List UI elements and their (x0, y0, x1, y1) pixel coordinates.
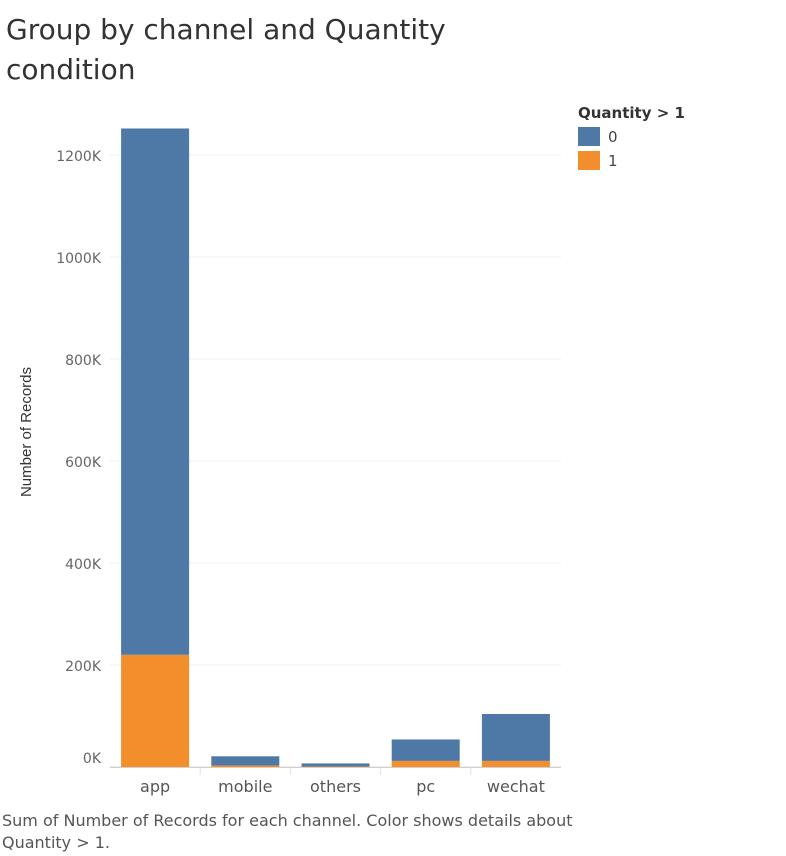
x-axis-categories: app mobile others pc wechat (140, 777, 545, 796)
x-category-label: others (310, 777, 361, 796)
chart-caption: Sum of Number of Records for each channe… (2, 811, 573, 852)
legend-label-1: 1 (608, 151, 618, 170)
legend-label-0: 0 (608, 127, 618, 146)
y-axis-title: Number of Records (18, 367, 35, 497)
y-tick-label: 0K (83, 751, 102, 767)
legend-item-0[interactable]: 0 (578, 127, 685, 146)
y-tick-label: 1000K (56, 251, 102, 267)
chart-title: Group by channel and Quantity condition (6, 13, 446, 86)
bar-others-series-0[interactable] (301, 763, 370, 767)
bar-pc-series-0[interactable] (391, 739, 460, 761)
y-tick-label: 200K (65, 659, 102, 675)
bar-wechat-series-0[interactable] (481, 713, 550, 761)
x-category-label: mobile (218, 777, 272, 796)
y-tick-label: 1200K (56, 149, 102, 165)
x-category-label: app (140, 777, 170, 796)
bar-mobile-series-0[interactable] (211, 756, 280, 766)
legend-item-1[interactable]: 1 (578, 151, 685, 170)
bar-mobile-series-1[interactable] (211, 765, 280, 767)
bar-wechat-series-1[interactable] (481, 760, 550, 767)
bar-pc-series-1[interactable] (391, 760, 460, 767)
bar-others-series-1[interactable] (301, 766, 370, 767)
bars (121, 128, 550, 767)
y-tick-label: 600K (65, 455, 102, 471)
x-category-label: pc (416, 777, 435, 796)
y-tick-label: 800K (65, 353, 102, 369)
y-tick-label: 400K (65, 557, 102, 573)
y-axis-ticks: 0K 200K 400K 600K 800K 1000K 1200K (56, 149, 102, 767)
x-category-label: wechat (487, 777, 545, 796)
bar-app-series-0[interactable] (121, 128, 190, 655)
legend-title: Quantity > 1 (578, 104, 685, 122)
legend: Quantity > 1 0 1 (578, 104, 685, 170)
legend-swatch-0 (578, 127, 600, 146)
bar-app-series-1[interactable] (121, 654, 190, 767)
legend-swatch-1 (578, 151, 600, 170)
